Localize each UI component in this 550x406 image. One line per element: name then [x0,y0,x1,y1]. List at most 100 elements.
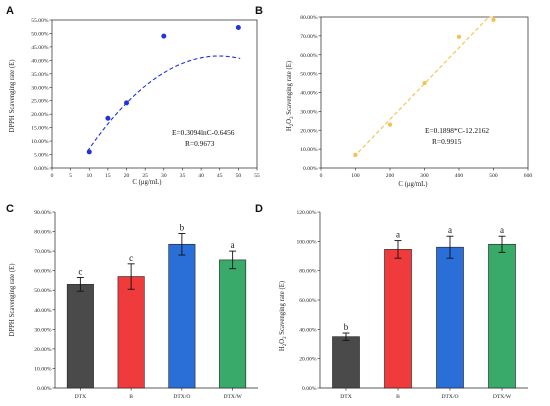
y-tick-label: 120.00% [296,210,316,216]
significance-letter: b [180,223,185,233]
x-tick-label: 600 [524,173,533,179]
y-tick-label: 55.00% [31,18,49,24]
y-tick-label: 40.00% [300,91,318,97]
fit-line [86,55,241,152]
panel-b-r-value: R=0.9915 [432,137,462,146]
panel-d-label: D [255,203,263,215]
x-tick-label: 10 [86,173,92,179]
data-point [456,34,462,39]
data-point [387,122,393,127]
bar [488,243,516,389]
x-tick-label: DTX/O [173,394,190,400]
significance-letter: b [344,322,349,332]
significance-letter: a [448,225,452,235]
y-tick-label: 10.00% [34,366,52,372]
y-tick-label: 0.00% [37,386,52,392]
y-tick-label: 60.00% [299,298,317,304]
x-tick-label: 100 [351,173,360,179]
x-tick-label: 400 [455,173,464,179]
panel-b-xlabel: C (μg/mL) [398,181,427,188]
x-tick-label: 15 [105,173,111,179]
bar [436,246,464,389]
x-tick-label: 500 [489,173,498,179]
y-tick-label: 50.00% [31,31,49,37]
x-tick-label: 35 [180,173,186,179]
x-tick-label: 45 [217,173,223,179]
fit-line [353,16,496,158]
y-tick-label: 20.00% [300,128,318,134]
y-tick-label: 20.00% [31,112,49,118]
y-tick-label: 0.00% [302,386,317,392]
panel-b: B H2O2 Scavenging rate (E) C (μg/mL) E=0… [255,5,532,188]
y-tick-label: 5.00% [34,153,49,159]
bar [219,259,247,389]
y-tick-label: 70.00% [34,249,52,255]
data-point [235,25,241,31]
x-tick-label: 25 [142,173,148,179]
panel-a-equation: E=0.3094lnC-0.6456 [172,128,235,137]
significance-letter: a [500,225,504,235]
panel-a-ylabel: DPPH Scavenging rate (E) [9,59,16,132]
panel-c: C DPPH Scavenging rate (E) 0.00% 10.00% 20… [6,203,258,400]
x-tick-label: B [129,394,133,400]
y-tick-label: 45.00% [31,45,49,51]
y-tick-label: 50.00% [300,72,318,78]
y-tick-label: 20.00% [299,357,317,363]
data-point [161,33,167,39]
data-point [422,80,427,86]
bar [117,276,145,389]
panel-a-xlabel: C (μg/mL) [132,179,161,186]
bar [66,284,94,389]
x-tick-label: 20 [124,173,130,179]
plot-frame [320,16,529,169]
x-tick-label: DTX/O [441,394,458,400]
data-point [491,17,496,22]
x-tick-label: 55 [254,173,260,179]
x-tick-label: DTX/W [493,394,512,400]
data-point [86,149,92,155]
y-tick-label: 80.00% [299,269,317,275]
x-tick-label: 300 [420,173,429,179]
data-point [124,100,130,106]
y-tick-label: 30.00% [300,109,318,115]
y-tick-label: 10.00% [300,147,318,153]
panel-b-equation: E=0.1898*C-12.2162 [425,126,489,135]
y-tick-label: 50.00% [34,288,52,294]
panel-d-ylabel: H2O2 Scavenging rate (E) [279,281,288,351]
bar [168,243,196,389]
y-tick-label: 100.00% [296,239,316,245]
y-tick-label: 60.00% [34,269,52,275]
y-tick-label: 25.00% [31,99,49,105]
x-tick-label: B [396,394,400,400]
panel-b-ylabel: H2O2 Scavenging rate (E) [286,61,295,131]
y-tick-label: 15.00% [31,126,49,132]
y-tick-label: 70.00% [300,34,318,40]
y-tick-label: 40.00% [31,58,49,64]
bar [384,249,412,389]
significance-letter: c [129,253,133,263]
x-tick-label: 0 [51,173,54,179]
x-tick-label: 30 [161,173,167,179]
significance-letter: a [396,230,400,240]
panel-d: D H2O2 Scavenging rate (E) 0.00% 20.00% 40… [255,203,528,400]
y-tick-label: 30.00% [31,85,49,91]
significance-letter: a [231,240,235,250]
data-point [353,152,358,157]
panel-c-ylabel: DPPH Scavenging rate (E) [9,263,16,336]
y-tick-label: 40.00% [299,327,317,333]
x-tick-label: DTX/W [223,394,242,400]
y-tick-label: 0.00% [34,166,49,172]
y-tick-label: 40.00% [34,308,52,314]
x-tick-label: 40 [198,173,204,179]
x-tick-label: 200 [386,173,395,179]
x-tick-label: DTX [340,394,352,400]
panel-a-r-value: R=0.9673 [185,139,215,148]
y-tick-label: 90.00% [34,210,52,216]
x-tick-label: 5 [69,173,72,179]
panel-c-label: C [6,203,14,215]
y-tick-label: 10.00% [31,139,49,145]
x-tick-label: DTX [75,394,87,400]
significance-letter: c [78,267,82,277]
panel-a-label: A [6,5,14,17]
